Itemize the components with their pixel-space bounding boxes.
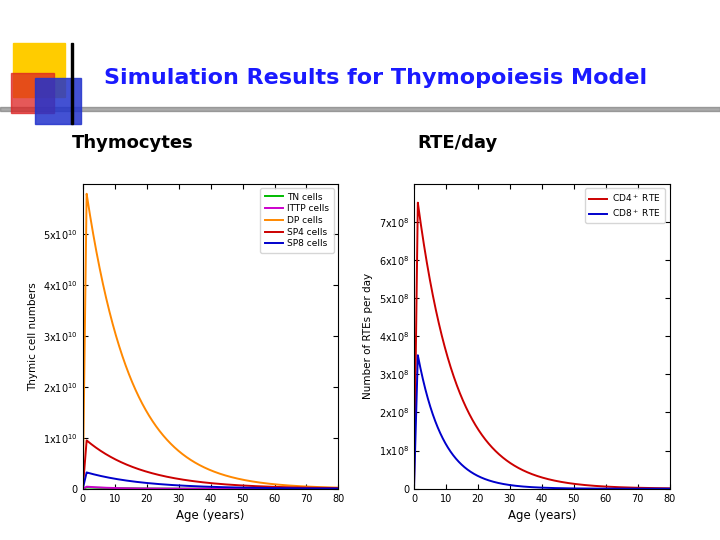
Bar: [13, 43, 65, 97]
SP8 cells: [329, 485, 338, 492]
ITTP cells: [334, 485, 343, 492]
DP cells: [188, 457, 197, 464]
CD8+ RTE: [519, 483, 528, 490]
SP4 cells: [123, 462, 132, 468]
Text: RTE/day: RTE/day: [417, 134, 498, 152]
Line: SP8 cells: SP8 cells: [83, 472, 338, 489]
CD8+ RTE: [508, 482, 516, 489]
CD4+ RTE: [508, 461, 516, 468]
TN cells: [334, 485, 343, 492]
CD8+ RTE: [454, 458, 463, 464]
TN cells: [123, 485, 132, 491]
SP4 cells: [78, 485, 87, 492]
Legend: TN cells, ITTP cells, DP cells, SP4 cells, SP8 cells: TN cells, ITTP cells, DP cells, SP4 cell…: [261, 188, 334, 253]
CD4+ RTE: [413, 199, 422, 206]
CD8+ RTE: [633, 485, 642, 492]
TN cells: [108, 485, 117, 491]
CD4+ RTE: [665, 485, 674, 491]
Line: SP4 cells: SP4 cells: [83, 441, 338, 489]
SP8 cells: [108, 475, 117, 482]
SP4 cells: [176, 476, 185, 483]
SP8 cells: [334, 485, 343, 492]
SP4 cells: [108, 454, 117, 461]
Y-axis label: Thymic cell numbers: Thymic cell numbers: [27, 282, 37, 390]
DP cells: [78, 485, 87, 492]
SP4 cells: [334, 485, 343, 491]
Line: DP cells: DP cells: [83, 194, 338, 489]
DP cells: [334, 484, 343, 491]
X-axis label: Age (years): Age (years): [176, 509, 245, 522]
CD8+ RTE: [665, 485, 674, 492]
SP4 cells: [82, 437, 91, 444]
DP cells: [123, 366, 132, 373]
Line: CD4+ RTE: CD4+ RTE: [414, 202, 670, 489]
CD4+ RTE: [633, 484, 642, 491]
SP8 cells: [78, 485, 87, 492]
TN cells: [188, 485, 197, 492]
SP4 cells: [329, 485, 338, 491]
Line: TN cells: TN cells: [83, 488, 338, 489]
TN cells: [78, 485, 87, 492]
SP4 cells: [302, 484, 310, 491]
SP8 cells: [82, 469, 91, 476]
Bar: [35, 78, 81, 124]
Bar: [0, 107, 720, 111]
SP8 cells: [123, 477, 132, 484]
X-axis label: Age (years): Age (years): [508, 509, 576, 522]
ITTP cells: [78, 485, 87, 492]
SP8 cells: [176, 482, 185, 489]
CD4+ RTE: [519, 467, 528, 474]
CD8+ RTE: [660, 485, 669, 492]
ITTP cells: [188, 485, 197, 492]
DP cells: [108, 318, 117, 325]
CD8+ RTE: [439, 436, 448, 442]
TN cells: [302, 485, 310, 492]
Legend: CD4$^+$ RTE, CD8$^+$ RTE: CD4$^+$ RTE, CD8$^+$ RTE: [585, 188, 665, 223]
Y-axis label: Number of RTEs per day: Number of RTEs per day: [363, 273, 373, 399]
SP8 cells: [302, 485, 310, 491]
Bar: [11, 73, 54, 113]
Line: CD8+ RTE: CD8+ RTE: [414, 355, 670, 489]
CD4+ RTE: [454, 386, 463, 393]
TN cells: [329, 485, 338, 492]
ITTP cells: [123, 485, 132, 491]
DP cells: [329, 484, 338, 491]
ITTP cells: [82, 483, 91, 490]
DP cells: [82, 191, 91, 197]
Text: Thymocytes: Thymocytes: [72, 134, 194, 152]
ITTP cells: [302, 485, 310, 492]
SP4 cells: [188, 478, 197, 484]
CD4+ RTE: [439, 338, 448, 345]
TN cells: [82, 484, 91, 491]
ITTP cells: [108, 485, 117, 491]
ITTP cells: [329, 485, 338, 492]
CD8+ RTE: [410, 485, 418, 492]
ITTP cells: [176, 485, 185, 492]
DP cells: [176, 450, 185, 456]
TN cells: [176, 485, 185, 492]
SP8 cells: [188, 483, 197, 489]
CD8+ RTE: [413, 352, 422, 359]
Bar: [71, 43, 73, 124]
CD4+ RTE: [410, 485, 418, 492]
Text: Simulation Results for Thymopoiesis Model: Simulation Results for Thymopoiesis Mode…: [104, 68, 647, 89]
CD4+ RTE: [660, 485, 669, 491]
Line: ITTP cells: ITTP cells: [83, 487, 338, 489]
DP cells: [302, 483, 310, 490]
